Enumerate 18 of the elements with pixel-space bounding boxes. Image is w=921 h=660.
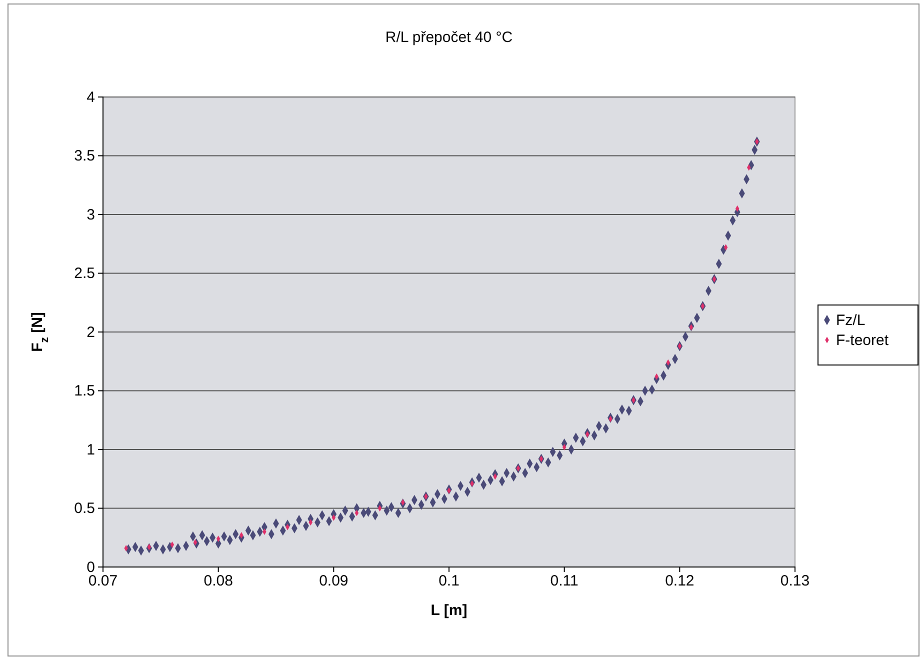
x-tick-label: 0.12 [665,572,694,590]
x-tick-label: 0.08 [204,572,233,590]
y-tick-label: 2 [86,324,95,341]
legend-label: F-teoret [836,332,890,349]
y-tick-label: 3 [86,206,95,224]
legend-label: Fz/L [836,312,866,329]
y-tick-label: 1 [86,441,95,458]
chart-title: R/L přepočet 40 °C [385,29,513,46]
y-tick-label: 1.5 [74,382,95,400]
x-tick-label: 0.13 [780,572,810,590]
y-tick-label: 0.5 [74,500,95,518]
y-tick-label: 4 [86,88,95,106]
y-tick-label: 3.5 [74,148,95,165]
x-tick-label: 0.1 [438,572,460,590]
x-tick-label: 0.09 [319,572,348,590]
x-tick-label: 0.11 [550,572,578,590]
x-axis-title: L [m] [430,602,468,619]
y-tick-label: 2.5 [74,265,95,282]
